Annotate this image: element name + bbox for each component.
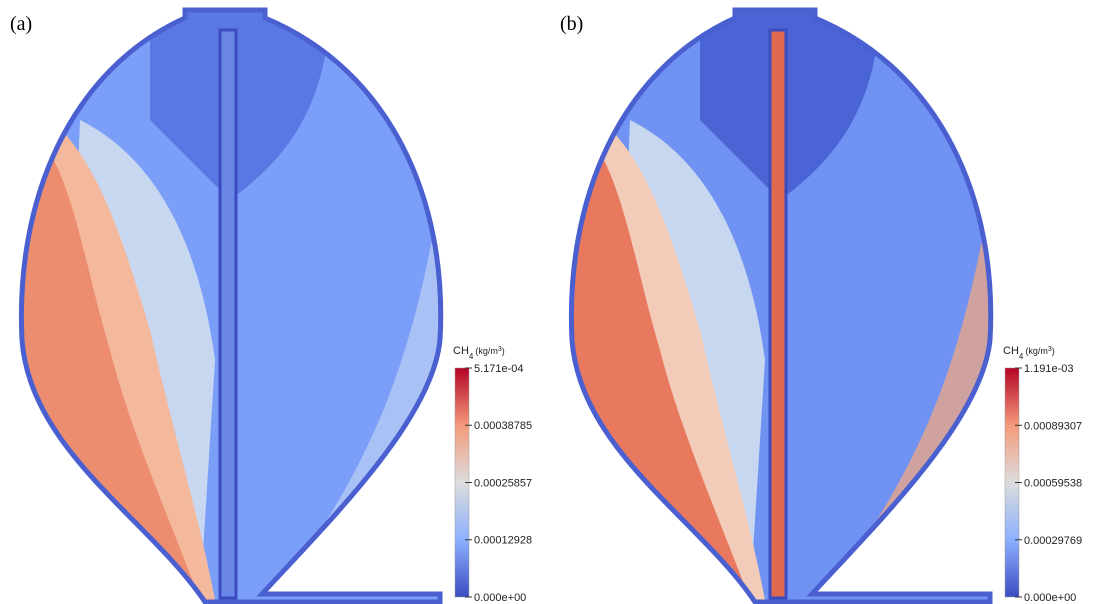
title-name: CH [453, 345, 469, 357]
panel: (b) CH4(kg/m3) 1.191e-03 0.00089307 0.000595… [550, 0, 1082, 604]
panel: (a) CH4(kg/m3) 5.171e-04 0.00038785 0.000258… [0, 0, 532, 604]
title-unit-close: ) [502, 346, 505, 356]
title-name: CH [1003, 345, 1019, 357]
colorbar-tick-label: 0.00029769 [1024, 535, 1082, 547]
title-unit: (kg/m [475, 346, 498, 356]
field [550, 0, 1010, 604]
title-unit: (kg/m [1025, 346, 1048, 356]
colorbar-tick-label: 0.00012928 [474, 535, 532, 547]
colorbar-title: CH4(kg/m3) [1003, 345, 1055, 361]
title-sub: 4 [469, 352, 474, 361]
colorbar-tick-label: 0.000e+00 [474, 592, 526, 604]
panel-label: (a) [10, 13, 32, 35]
title-unit-close: ) [1052, 346, 1055, 356]
colorbar-tick-label: 0.00059538 [1024, 478, 1082, 490]
panel-label: (b) [560, 13, 583, 35]
colorbar-tick-label: 0.00025857 [474, 477, 532, 489]
field [0, 0, 460, 604]
colorbar-tick-label: 0.00089307 [1024, 420, 1082, 432]
colorbar-tick-label: 5.171e-04 [474, 363, 524, 375]
figure: (a) CH4(kg/m3) 5.171e-04 0.00038785 0.000258… [0, 0, 1094, 604]
center-tube [770, 30, 786, 598]
colorbar-tick-label: 0.00038785 [474, 420, 532, 432]
title-sub: 4 [1019, 352, 1024, 361]
center-tube [220, 30, 236, 598]
colorbar-title: CH4(kg/m3) [453, 345, 505, 361]
colorbar-tick-label: 0.000e+00 [1024, 592, 1076, 604]
colorbar-tick-label: 1.191e-03 [1024, 363, 1074, 375]
